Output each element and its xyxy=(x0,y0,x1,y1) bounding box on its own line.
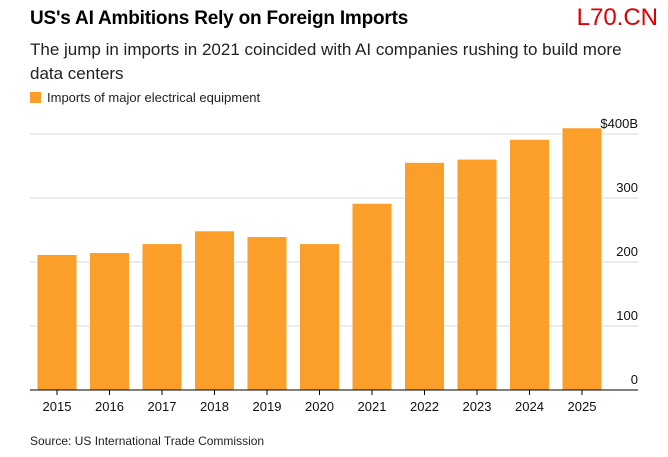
bar-2020 xyxy=(300,244,339,390)
x-tick-label: 2024 xyxy=(515,399,544,414)
bar-2017 xyxy=(142,244,182,390)
bar-2019 xyxy=(247,237,287,390)
x-tick-label: 2023 xyxy=(463,399,492,414)
x-tick-label: 2018 xyxy=(200,399,229,414)
bar-2024 xyxy=(510,139,549,390)
legend-label: Imports of major electrical equipment xyxy=(47,90,261,105)
watermark: L70.CN xyxy=(576,4,658,31)
y-tick-label: 300 xyxy=(616,180,638,195)
chart-subtitle: The jump in imports in 2021 coincided wi… xyxy=(30,40,622,83)
x-tick-label: 2022 xyxy=(410,399,439,414)
y-tick-label: 100 xyxy=(616,308,638,323)
bar-2016 xyxy=(90,253,129,390)
x-tick-label: 2016 xyxy=(95,399,124,414)
legend-swatch xyxy=(30,92,41,103)
x-tick-label: 2021 xyxy=(358,399,387,414)
bar-2021 xyxy=(352,203,392,390)
bar-2023 xyxy=(457,159,497,390)
chart-title: US's AI Ambitions Rely on Foreign Import… xyxy=(30,8,409,29)
bar-2018 xyxy=(195,231,234,390)
bar-2022 xyxy=(405,162,444,390)
x-tick-label: 2019 xyxy=(253,399,282,414)
x-tick-label: 2015 xyxy=(43,399,72,414)
x-tick-label: 2020 xyxy=(305,399,334,414)
bar-2025 xyxy=(562,128,602,391)
x-tick-label: 2017 xyxy=(148,399,177,414)
y-tick-label: $400B xyxy=(600,116,638,131)
bar-2015 xyxy=(37,254,77,390)
legend: Imports of major electrical equipment xyxy=(30,90,260,105)
y-tick-label: 0 xyxy=(631,372,638,387)
source-note: Source: US International Trade Commissio… xyxy=(30,434,265,448)
y-tick-label: 200 xyxy=(616,244,638,259)
x-tick-label: 2025 xyxy=(568,399,597,414)
